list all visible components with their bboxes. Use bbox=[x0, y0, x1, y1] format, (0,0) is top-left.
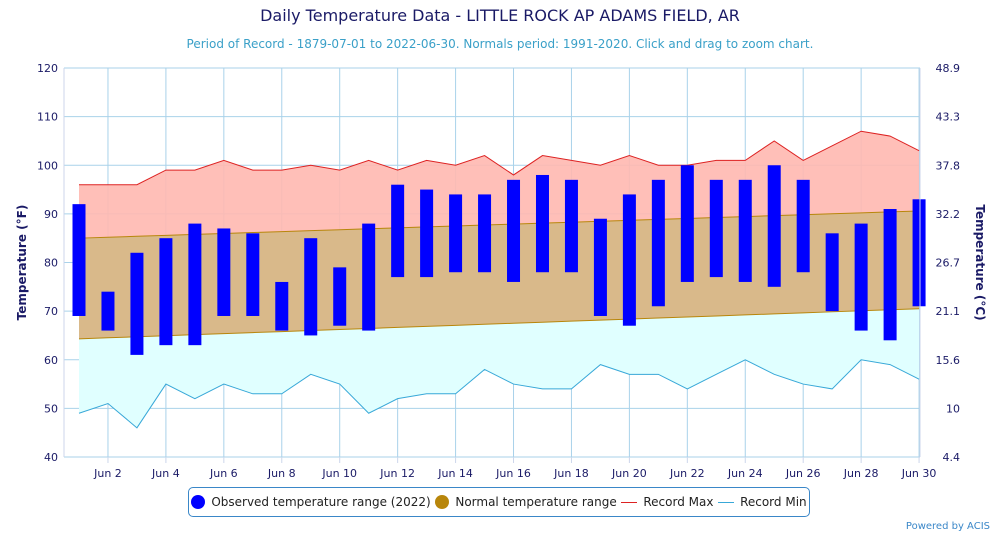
x-tick-label: Jun 26 bbox=[785, 467, 821, 480]
record-min-line bbox=[78, 359, 920, 429]
y-right-tick-label: 10 bbox=[946, 402, 960, 415]
observed-bar-jun-19 bbox=[593, 218, 607, 316]
observed-bar-jun-6 bbox=[217, 228, 231, 316]
observed-bar-jun-5 bbox=[188, 223, 202, 346]
observed-bar-jun-26 bbox=[796, 179, 810, 273]
observed-bar-jun-11 bbox=[362, 223, 376, 331]
observed-bar-jun-28 bbox=[854, 223, 868, 331]
y-tick-label: 90 bbox=[44, 208, 58, 221]
observed-bar-jun-14 bbox=[449, 194, 463, 273]
observed-bar-jun-29 bbox=[883, 209, 897, 341]
y-right-tick-label: 21.1 bbox=[936, 305, 961, 318]
legend-record-min-label: Record Min bbox=[740, 495, 807, 509]
observed-bar-jun-20 bbox=[622, 194, 636, 326]
y-axis-right-title: Temperature (°C) bbox=[973, 204, 987, 320]
x-tick-label: Jun 30 bbox=[901, 467, 937, 480]
y-right-tick-label: 32.2 bbox=[936, 208, 961, 221]
record-max-line bbox=[79, 130, 920, 186]
observed-bar-jun-27 bbox=[825, 233, 839, 312]
legend-item-normal[interactable]: Normal temperature range bbox=[435, 495, 617, 509]
chart-legend: Observed temperature range (2022) Normal… bbox=[188, 487, 810, 517]
legend-observed-label: Observed temperature range (2022) bbox=[211, 495, 431, 509]
normal-range-area bbox=[79, 210, 920, 339]
x-tick-label: Jun 12 bbox=[379, 467, 415, 480]
y-tick-label: 120 bbox=[37, 62, 58, 75]
y-right-tick-label: 43.3 bbox=[936, 111, 961, 124]
x-tick-label: Jun 24 bbox=[727, 467, 763, 480]
observed-bar-jun-23 bbox=[709, 179, 723, 278]
x-tick-label: Jun 20 bbox=[611, 467, 647, 480]
observed-bar-jun-15 bbox=[478, 194, 492, 273]
y-tick-label: 40 bbox=[44, 451, 58, 464]
x-tick-label: Jun 4 bbox=[151, 467, 180, 480]
legend-item-observed[interactable]: Observed temperature range (2022) bbox=[191, 495, 431, 509]
legend-record-max-label: Record Max bbox=[643, 495, 714, 509]
x-tick-label: Jun 14 bbox=[437, 467, 473, 480]
observed-bar-jun-22 bbox=[680, 165, 694, 282]
observed-bar-jun-18 bbox=[564, 179, 578, 273]
y-tick-label: 70 bbox=[44, 305, 58, 318]
record-max-area bbox=[79, 131, 920, 239]
x-tick-label: Jun 18 bbox=[553, 467, 589, 480]
legend-item-record-min[interactable]: Record Min bbox=[718, 495, 807, 509]
chart-title: Daily Temperature Data - LITTLE ROCK AP … bbox=[260, 6, 740, 25]
record-max-line-icon bbox=[621, 501, 638, 503]
observed-bar-jun-24 bbox=[738, 179, 752, 282]
observed-bar-jun-17 bbox=[535, 174, 549, 273]
y-axis-title: Temperature (°F) bbox=[15, 205, 29, 321]
chart-subtitle: Period of Record - 1879-07-01 to 2022-06… bbox=[186, 37, 814, 51]
observed-dot-icon bbox=[191, 495, 206, 509]
observed-bar-jun-9 bbox=[304, 238, 318, 336]
y-right-tick-label: 48.9 bbox=[936, 62, 961, 75]
record-min-line-icon bbox=[718, 501, 735, 503]
observed-bar-jun-3 bbox=[130, 252, 144, 355]
record-min-area bbox=[79, 308, 920, 428]
observed-bar-jun-7 bbox=[246, 233, 260, 316]
y-tick-label: 100 bbox=[37, 159, 58, 172]
x-tick-label: Jun 28 bbox=[843, 467, 879, 480]
observed-bar-jun-30 bbox=[912, 199, 926, 307]
observed-bar-jun-2 bbox=[101, 291, 115, 331]
y-tick-label: 50 bbox=[44, 402, 58, 415]
y-tick-label: 60 bbox=[44, 354, 58, 367]
y-tick-label: 80 bbox=[44, 257, 58, 270]
observed-bar-jun-4 bbox=[159, 238, 173, 346]
powered-by-link[interactable]: Powered by ACIS bbox=[905, 521, 990, 532]
x-tick-label: Jun 6 bbox=[209, 467, 238, 480]
x-tick-label: Jun 10 bbox=[321, 467, 357, 480]
legend-normal-label: Normal temperature range bbox=[455, 495, 617, 509]
x-tick-label: Jun 22 bbox=[669, 467, 705, 480]
y-right-tick-label: 15.6 bbox=[936, 354, 961, 367]
observed-bar-jun-21 bbox=[651, 179, 665, 307]
observed-bar-jun-16 bbox=[507, 179, 521, 282]
normal-low-line bbox=[78, 308, 920, 340]
y-tick-label: 110 bbox=[37, 111, 58, 124]
observed-bar-jun-1 bbox=[72, 204, 86, 316]
observed-bar-jun-10 bbox=[333, 267, 347, 326]
observed-bar-jun-25 bbox=[767, 165, 781, 287]
y-right-tick-label: 26.7 bbox=[936, 257, 961, 270]
y-right-tick-label: 37.8 bbox=[936, 159, 961, 172]
y-right-tick-label: 4.4 bbox=[943, 451, 961, 464]
x-tick-label: Jun 8 bbox=[267, 467, 296, 480]
legend-item-record-max[interactable]: Record Max bbox=[621, 495, 713, 509]
normal-dot-icon bbox=[435, 495, 450, 509]
x-tick-label: Jun 2 bbox=[93, 467, 122, 480]
observed-bar-jun-13 bbox=[420, 189, 434, 278]
observed-bar-jun-8 bbox=[275, 281, 289, 331]
observed-bar-jun-12 bbox=[391, 184, 405, 278]
x-tick-label: Jun 16 bbox=[495, 467, 531, 480]
